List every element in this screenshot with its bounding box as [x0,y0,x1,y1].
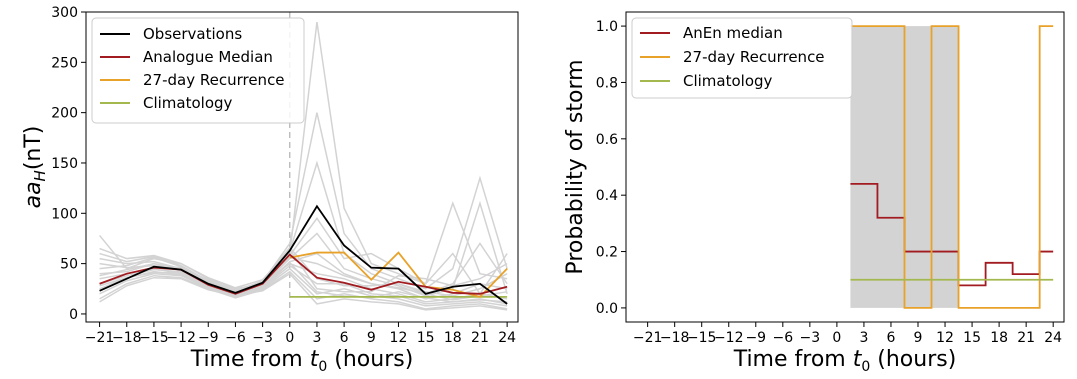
left-y-tick-label: 300 [51,5,78,21]
left-x-axis-label: Time from t0 (hours) [190,347,414,375]
legend-label-climatology-right: Climatology [683,72,773,90]
left-x-tick-label: 18 [444,330,462,346]
left-x-tick-label: 24 [498,330,516,346]
left-legend: Observations Analogue Median 27-day Recu… [91,17,305,124]
left-x-tick-label: −15 [139,330,169,346]
left-y-ticks: 0 50 100 150 200 250 300 [51,5,86,323]
ensemble-member-line [99,272,508,311]
right-y-tick-label: 0.6 [596,132,618,148]
legend-label-recurrence-right: 27-day Recurrence [683,48,825,66]
left-y-tick-label: 150 [51,156,78,172]
right-y-axis-label: Probability of storm [563,59,588,274]
step-line-recurrence [850,25,1054,309]
right-x-tick-label: 15 [963,330,981,346]
left-x-tick-label: 3 [312,330,321,346]
right-x-tick-label: 21 [1017,330,1035,346]
ensemble-member-line [99,267,508,307]
left-y-tick-label: 200 [51,106,78,122]
left-x-tick-label: 21 [471,330,489,346]
right-x-tick-label: 0 [832,330,841,346]
left-y-tick-label: 100 [51,206,78,222]
legend-label-analogue-median: Analogue Median [143,48,273,66]
right-x-axis-label: Time from t0 (hours) [733,347,957,375]
right-y-tick-label: 0.0 [596,301,618,317]
right-x-tick-label: 3 [859,330,868,346]
ensemble-member-line [99,112,508,291]
left-x-tick-label: −18 [112,330,142,346]
left-y-tick-label: 0 [69,307,78,323]
left-x-tick-label: 12 [390,330,408,346]
left-legend-box [91,17,305,124]
ensemble-member-line [99,201,508,295]
right-x-tick-label: 6 [887,330,896,346]
left-x-tick-label: −6 [225,330,246,346]
legend-label-recurrence: 27-day Recurrence [143,71,285,89]
ensemble-member-line [99,270,508,310]
left-x-tick-label: −21 [85,330,115,346]
left-x-tick-label: 0 [285,330,294,346]
right-x-tick-label: −9 [745,330,766,346]
legend-label-observations: Observations [143,25,242,43]
legend-label-climatology: Climatology [143,94,233,112]
right-x-ticks: −21−18−15−12 −9 −6 −3 0 3 6 9 12 15 18 21 24 [633,322,1062,346]
left-y-axis-label: aaH(nT) [21,126,49,209]
left-x-tick-label: 15 [417,330,435,346]
ensemble-member-line [99,247,508,293]
left-x-tick-label: 6 [340,330,349,346]
left-y-tick-label: 50 [60,257,78,273]
right-x-tick-label: −15 [687,330,717,346]
right-x-tick-label: −12 [714,330,744,346]
right-x-tick-label: 18 [990,330,1008,346]
left-x-tick-label: −12 [166,330,196,346]
left-y-tick-label: 250 [51,55,78,71]
right-x-tick-label: −3 [800,330,821,346]
legend-label-anen-median: AnEn median [683,24,783,42]
right-x-tick-label: 24 [1044,330,1062,346]
left-x-tick-label: −3 [252,330,273,346]
right-x-tick-label: 9 [914,330,923,346]
left-x-tick-label: −9 [198,330,219,346]
left-chart-panel: −21−18−15−12 −9 −6 −3 0 3 6 9 12 15 18 21 24 0 50 100 1… [21,5,519,375]
series-line-recurrence [289,251,508,298]
right-chart-panel: −21−18−15−12 −9 −6 −3 0 3 6 9 12 15 18 21 24 0.00.20… [563,11,1065,375]
right-x-tick-label: 12 [936,330,954,346]
left-plot-area [99,12,508,322]
right-legend: AnEn median 27-day Recurrence Climatolog… [631,17,853,99]
ensemble-member-line [99,261,508,303]
left-x-ticks: −21−18−15−12 −9 −6 −3 0 3 6 9 12 15 18 21 24 [85,322,516,346]
left-x-tick-label: 9 [367,330,376,346]
right-x-tick-label: −18 [660,330,690,346]
right-y-tick-label: 1.0 [596,19,618,35]
right-x-tick-label: −6 [772,330,793,346]
right-axes-frame [625,11,1065,323]
right-legend-box [631,17,853,99]
right-y-tick-label: 0.8 [596,75,618,91]
right-y-tick-label: 0.2 [596,245,618,261]
right-y-tick-label: 0.4 [596,188,618,204]
right-plot-area [850,25,1054,309]
right-y-ticks: 0.0 0.2 0.4 0.6 0.8 1.0 [596,19,626,317]
series-line-observations [99,204,508,305]
right-x-tick-label: −21 [633,330,663,346]
left-axes-frame [85,11,519,323]
